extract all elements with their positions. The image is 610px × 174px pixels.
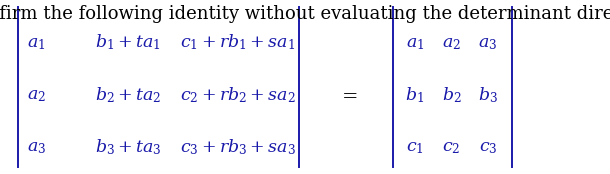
Text: $a_3$: $a_3$ xyxy=(27,138,46,156)
Text: $c_3$: $c_3$ xyxy=(479,138,497,156)
Text: $b_3+ta_3$: $b_3+ta_3$ xyxy=(95,137,161,157)
Text: $c_1$: $c_1$ xyxy=(406,138,424,156)
Text: $c_2$: $c_2$ xyxy=(442,138,461,156)
Text: $c_1+rb_1+sa_1$: $c_1+rb_1+sa_1$ xyxy=(180,33,295,53)
Text: $=$: $=$ xyxy=(338,85,357,104)
Text: $a_3$: $a_3$ xyxy=(478,34,498,52)
Text: $c_3+rb_3+sa_3$: $c_3+rb_3+sa_3$ xyxy=(180,137,296,157)
Text: $b_3$: $b_3$ xyxy=(478,85,498,105)
Text: $b_2+ta_2$: $b_2+ta_2$ xyxy=(95,85,161,105)
Text: Confirm the following identity without evaluating the determinant directly: Confirm the following identity without e… xyxy=(0,5,610,23)
Text: $b_1+ta_1$: $b_1+ta_1$ xyxy=(95,33,160,53)
Text: $c_2+rb_2+sa_2$: $c_2+rb_2+sa_2$ xyxy=(180,85,296,105)
Text: $a_1$: $a_1$ xyxy=(406,34,424,52)
Text: $a_2$: $a_2$ xyxy=(27,86,46,104)
Text: $a_2$: $a_2$ xyxy=(442,34,461,52)
Text: $b_1$: $b_1$ xyxy=(405,85,425,105)
Text: $b_2$: $b_2$ xyxy=(442,85,461,105)
Text: $a_1$: $a_1$ xyxy=(27,34,46,52)
